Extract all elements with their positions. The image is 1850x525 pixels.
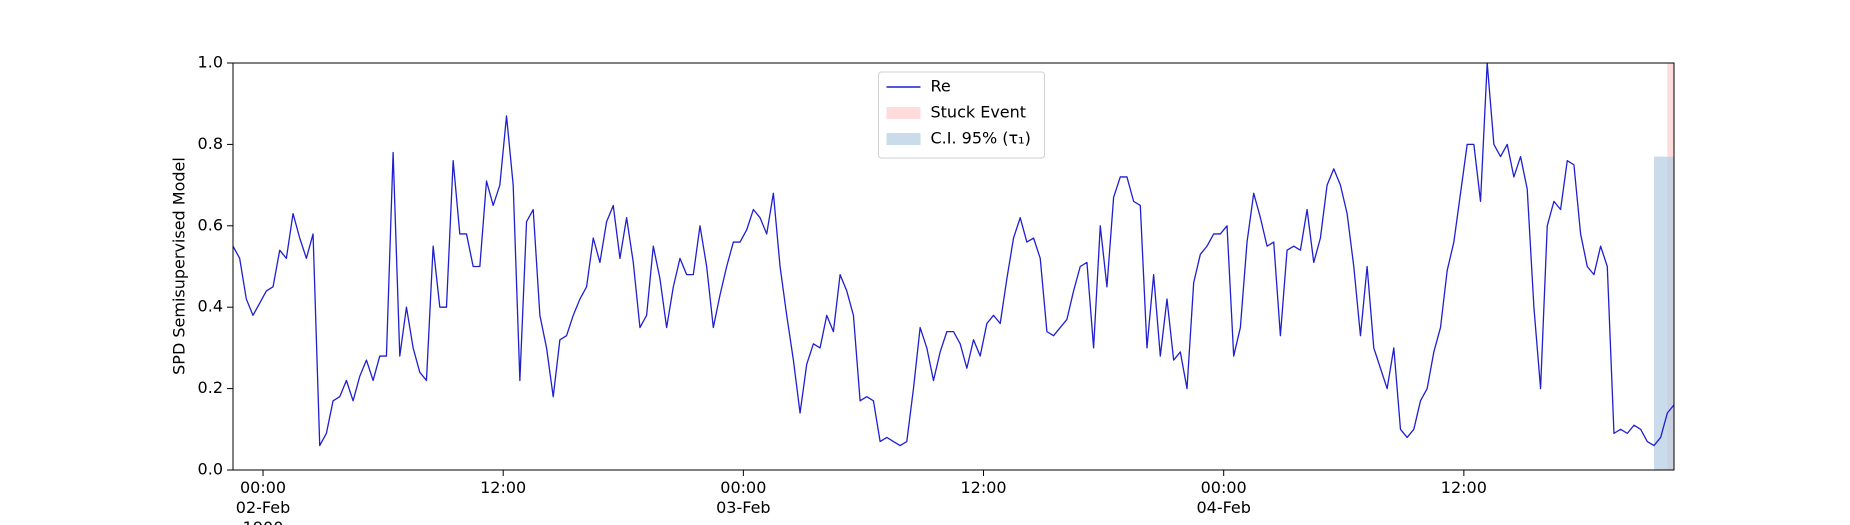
y-tick-label: 0.0 (198, 460, 223, 479)
x-tick-label: 12:00 (1441, 478, 1487, 497)
y-tick-label: 0.8 (198, 134, 223, 153)
legend-label: C.I. 95% (τ₁) (931, 129, 1031, 148)
y-axis-label: SPD Semisupervised Model (170, 157, 189, 375)
axes-frame (232, 62, 1675, 471)
plot-area (232, 62, 1675, 471)
legend-label: Re (931, 77, 951, 96)
x-tick-label: 00:00 04-Feb (1196, 478, 1250, 517)
data-line (232, 62, 1675, 447)
legend-label: Stuck Event (931, 103, 1027, 122)
y-tick-label: 0.2 (198, 378, 223, 397)
y-tick-label: 0.4 (198, 297, 223, 316)
span (1653, 156, 1674, 471)
y-tick-label: 1.0 (198, 53, 223, 72)
x-tick-label: 00:00 03-Feb (716, 478, 770, 517)
y-tick-label: 0.6 (198, 215, 223, 234)
x-tick-label: 12:00 (480, 478, 526, 497)
legend-swatch (886, 107, 921, 119)
x-tick-label: 12:00 (960, 478, 1006, 497)
legend-swatch (886, 133, 921, 145)
